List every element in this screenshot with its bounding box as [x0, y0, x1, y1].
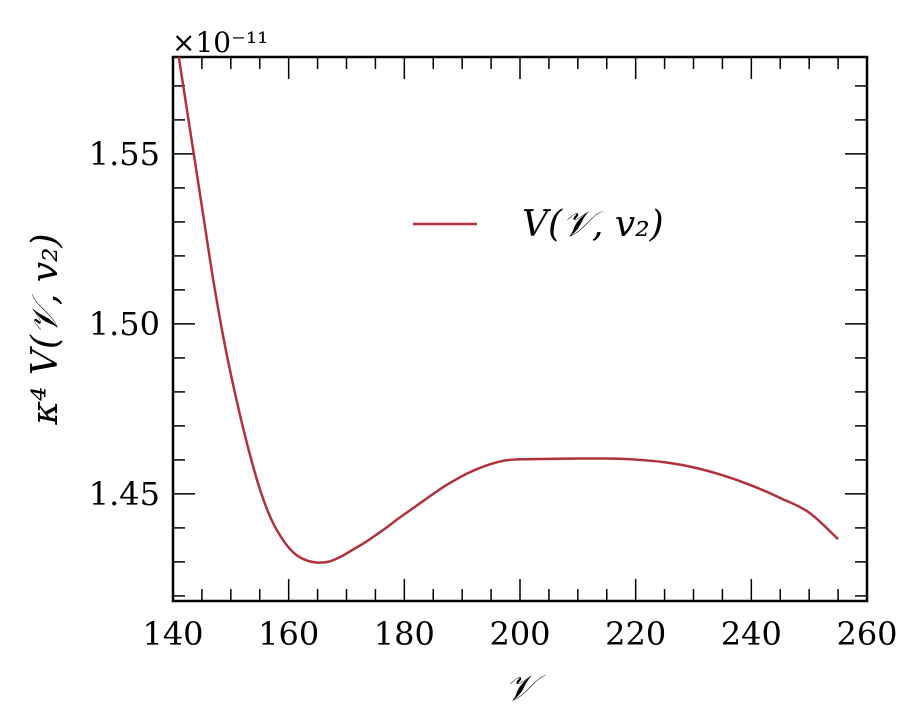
y-axis-label: κ⁴ V(𝒱, v₂): [25, 233, 66, 425]
legend-label: V(𝒱, v₂): [522, 204, 664, 245]
y-axis-ticks: 1.45 1.50 1.55: [89, 85, 867, 597]
x-tick-label: 220: [605, 615, 666, 653]
x-tick-label: 180: [374, 615, 435, 653]
x-tick-label: 160: [258, 615, 319, 653]
y-tick-label: 1.50: [89, 305, 160, 343]
x-tick-label: 240: [721, 615, 782, 653]
x-axis-label: 𝒱: [505, 668, 546, 709]
series-line: [177, 56, 839, 564]
y-offset-label: ×10⁻¹¹: [172, 26, 268, 59]
y-tick-label: 1.55: [89, 135, 160, 173]
x-axis-ticks: 140 160 180 200 220 240 260: [142, 57, 898, 653]
x-tick-label: 260: [836, 615, 897, 653]
y-tick-label: 1.45: [89, 475, 160, 513]
x-tick-label: 140: [142, 615, 203, 653]
plot-frame: [171, 55, 869, 603]
x-tick-label: 200: [489, 615, 550, 653]
series-group: [177, 56, 839, 564]
legend: V(𝒱, v₂): [413, 204, 664, 245]
